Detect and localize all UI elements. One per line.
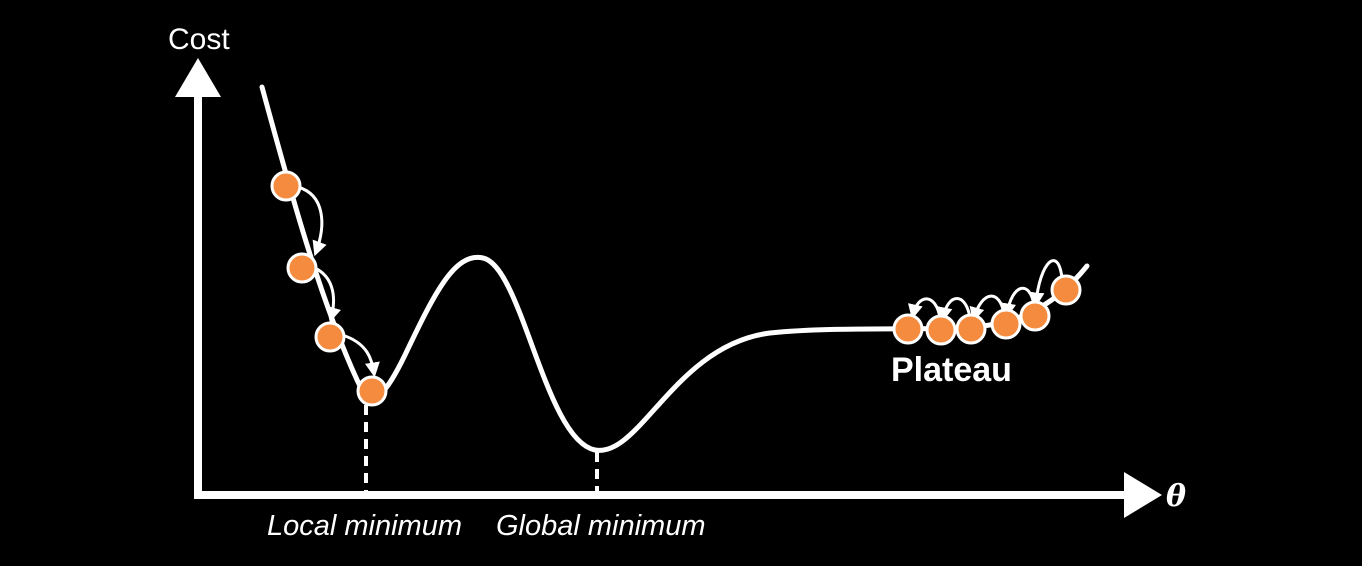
step-arrow	[1001, 286, 1036, 319]
descent-arrows	[297, 185, 380, 378]
point	[286, 252, 318, 284]
step-arrow	[908, 297, 942, 320]
step-arrow	[297, 185, 327, 257]
point	[990, 308, 1022, 340]
plateau-points	[892, 274, 1082, 346]
descent-points	[270, 170, 388, 407]
point	[314, 321, 346, 353]
step-arrow	[937, 297, 972, 323]
point	[270, 170, 302, 202]
axes	[175, 58, 1162, 518]
point	[1019, 300, 1051, 332]
step-arrow	[1029, 259, 1064, 308]
x-axis-label: θ	[1166, 479, 1186, 514]
point	[1050, 274, 1082, 306]
global-minimum-label: Global minimum	[496, 510, 706, 542]
point	[356, 375, 388, 407]
point	[925, 314, 957, 346]
point	[955, 313, 987, 345]
step-arrow	[314, 266, 342, 323]
step-arrow	[341, 333, 380, 378]
local-minimum-label: Local minimum	[267, 510, 462, 542]
point	[892, 313, 924, 345]
y-axis-label: Cost	[168, 23, 230, 56]
step-arrow	[969, 294, 1006, 323]
plateau-label: Plateau	[891, 351, 1012, 389]
x-axis-arrowhead	[1124, 472, 1162, 518]
plateau-arrows	[908, 259, 1064, 323]
y-axis-arrowhead	[175, 58, 221, 97]
